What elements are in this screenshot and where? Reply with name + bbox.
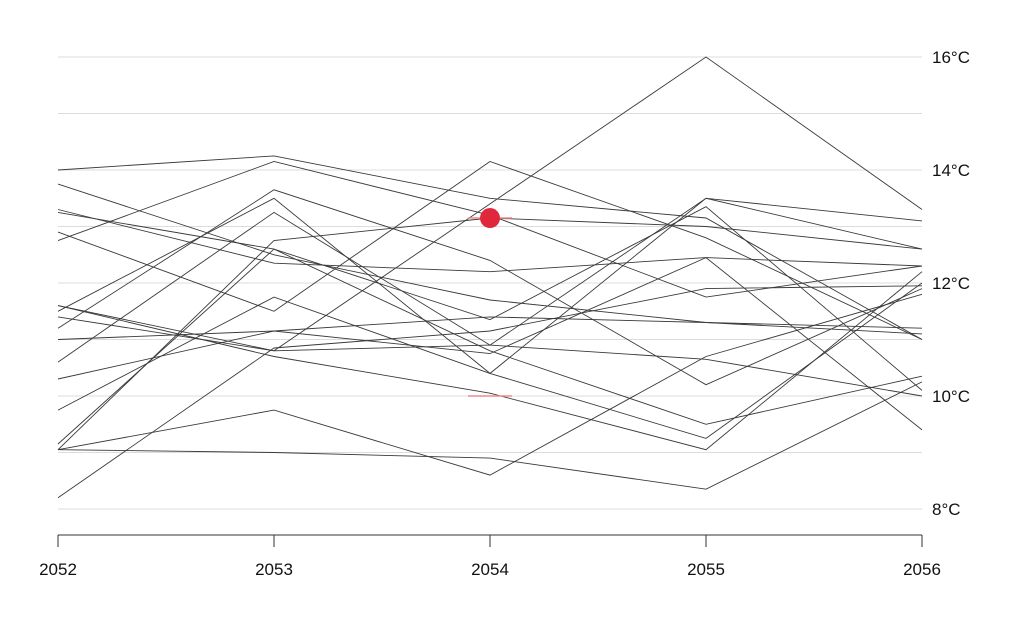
x-tick-label-2054: 2054 [471, 560, 509, 579]
gridlines [58, 56, 922, 510]
x-tick-label-2056: 2056 [903, 560, 941, 579]
series-line-18 [57, 316, 923, 397]
series-lines [57, 56, 923, 499]
series-line-14 [57, 285, 923, 499]
x-tick-label-2053: 2053 [255, 560, 293, 579]
x-tick-label-2055: 2055 [687, 560, 725, 579]
series-line-1 [57, 56, 923, 352]
series-line-13 [57, 282, 923, 439]
series-line-15 [57, 211, 923, 425]
series-line-12 [57, 257, 923, 431]
y-tick-label-10: 10°C [932, 387, 970, 406]
series-line-20 [57, 381, 923, 490]
series-line-2 [57, 155, 923, 340]
series-line-16 [57, 271, 923, 451]
y-axis: 8°C 10°C 12°C 14°C 16°C [932, 48, 970, 519]
series-line-17 [57, 316, 923, 340]
series-line-19 [57, 293, 923, 476]
series-line-3 [57, 161, 923, 298]
x-tick-label-2052: 2052 [39, 560, 77, 579]
series-line-10 [57, 160, 923, 340]
y-tick-label-14: 14°C [932, 161, 970, 180]
y-tick-label-8: 8°C [932, 500, 961, 519]
y-tick-label-12: 12°C [932, 274, 970, 293]
series-line-9 [57, 206, 923, 445]
series-line-6 [57, 183, 923, 335]
highlight-marker [480, 208, 500, 229]
y-tick-label-16: 16°C [932, 48, 970, 67]
x-axis: 2052 2053 2054 2055 2056 [39, 534, 941, 579]
series-line-11 [57, 217, 923, 451]
highlight-layer [468, 208, 512, 397]
series-line-4 [57, 209, 923, 273]
